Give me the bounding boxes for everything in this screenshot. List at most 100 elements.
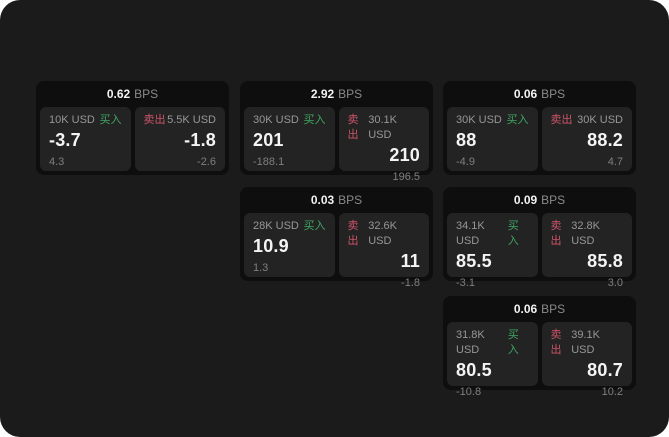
buy-panel[interactable]: 30K USD 买入 201 -188.1 bbox=[244, 107, 335, 171]
buy-panel[interactable]: 34.1K USD 买入 85.5 -3.1 bbox=[447, 213, 538, 289]
buy-panel[interactable]: 10K USD 买入 -3.7 4.3 bbox=[40, 107, 131, 171]
buy-sub-value: 1.3 bbox=[253, 262, 269, 274]
buy-side-label: 买入 bbox=[506, 114, 529, 126]
buy-sub-value: -10.8 bbox=[456, 386, 482, 398]
sell-sub-value: 196.5 bbox=[392, 171, 420, 183]
spread-header: 0.62 BPS bbox=[36, 81, 229, 107]
sell-amount: 39.1K USD bbox=[571, 329, 600, 356]
spread-value: 0.09 bbox=[513, 193, 538, 207]
quote-body: 34.1K USD 买入 85.5 -3.1 卖出 32.8K USD 85.8… bbox=[443, 213, 636, 289]
quote-body: 10K USD 买入 -3.7 4.3 卖出 5.5K USD -1.8 -2.… bbox=[36, 107, 229, 171]
buy-sub-value: -188.1 bbox=[253, 156, 285, 168]
sell-amount: 30K USD bbox=[577, 114, 623, 126]
quote-card-2: 2.92 BPS 30K USD 买入 201 -188.1 卖出 30.1K … bbox=[240, 81, 433, 183]
quote-body: 30K USD 买入 201 -188.1 卖出 30.1K USD 210 1… bbox=[240, 107, 433, 183]
buy-amount: 30K USD bbox=[253, 114, 299, 126]
sell-side-label: 卖出 bbox=[143, 114, 166, 126]
quote-card-3: 0.06 BPS 30K USD 买入 88 -4.9 卖出 30K USD 8… bbox=[443, 81, 636, 175]
quote-card-5: 0.09 BPS 34.1K USD 买入 85.5 -3.1 卖出 32.8K… bbox=[443, 187, 636, 289]
sell-amount: 32.6K USD bbox=[368, 220, 397, 247]
buy-side-label: 买入 bbox=[507, 329, 519, 356]
buy-panel-top: 30K USD 买入 bbox=[253, 113, 326, 128]
buy-panel-top: 34.1K USD 买入 bbox=[456, 219, 529, 249]
sell-panel-top: 卖出 32.6K USD bbox=[348, 219, 421, 249]
sell-panel-top: 卖出 32.8K USD bbox=[551, 219, 624, 249]
spread-unit: BPS bbox=[541, 193, 566, 207]
buy-price: 80.5 bbox=[456, 360, 492, 380]
sell-amount: 32.8K USD bbox=[571, 220, 600, 247]
spread-unit: BPS bbox=[338, 87, 363, 101]
sell-panel[interactable]: 卖出 5.5K USD -1.8 -2.6 bbox=[134, 107, 225, 171]
buy-amount: 28K USD bbox=[253, 220, 299, 232]
buy-amount: 34.1K USD bbox=[456, 220, 485, 247]
sell-panel-top: 卖出 39.1K USD bbox=[551, 328, 624, 358]
buy-panel[interactable]: 28K USD 买入 10.9 1.3 bbox=[244, 213, 335, 277]
spread-header: 2.92 BPS bbox=[240, 81, 433, 107]
sell-amount: 30.1K USD bbox=[368, 114, 397, 141]
sell-sub-value: -1.8 bbox=[401, 277, 420, 289]
spread-value: 0.03 bbox=[310, 193, 335, 207]
spread-unit: BPS bbox=[338, 193, 363, 207]
sell-sub-value: 10.2 bbox=[601, 386, 623, 398]
buy-panel[interactable]: 31.8K USD 买入 80.5 -10.8 bbox=[447, 322, 538, 398]
buy-amount: 10K USD bbox=[49, 114, 95, 126]
sell-panel[interactable]: 卖出 30.1K USD 210 196.5 bbox=[338, 107, 429, 183]
sell-panel-top: 卖出 5.5K USD bbox=[144, 113, 217, 128]
quote-body: 28K USD 买入 10.9 1.3 卖出 32.6K USD 11 -1.8 bbox=[240, 213, 433, 289]
sell-panel-top: 卖出 30.1K USD bbox=[348, 113, 421, 143]
buy-side-label: 买入 bbox=[303, 220, 326, 232]
sell-price: 210 bbox=[389, 145, 420, 165]
sell-sub-value: 3.0 bbox=[607, 277, 623, 289]
buy-price: 85.5 bbox=[456, 251, 492, 271]
buy-side-label: 买入 bbox=[507, 220, 519, 247]
buy-panel-top: 30K USD 买入 bbox=[456, 113, 529, 128]
sell-panel-top: 卖出 30K USD bbox=[551, 113, 624, 128]
buy-sub-value: 4.3 bbox=[49, 156, 65, 168]
sell-panel[interactable]: 卖出 39.1K USD 80.7 10.2 bbox=[541, 322, 632, 398]
quote-body: 31.8K USD 买入 80.5 -10.8 卖出 39.1K USD 80.… bbox=[443, 322, 636, 398]
buy-sub-value: -4.9 bbox=[456, 156, 475, 168]
sell-sub-value: 4.7 bbox=[607, 156, 623, 168]
spread-header: 0.06 BPS bbox=[443, 296, 636, 322]
buy-panel-top: 28K USD 买入 bbox=[253, 219, 326, 234]
spread-header: 0.06 BPS bbox=[443, 81, 636, 107]
buy-price: 201 bbox=[253, 130, 284, 150]
buy-side-label: 买入 bbox=[99, 114, 122, 126]
sell-price: -1.8 bbox=[184, 130, 216, 150]
sell-panel[interactable]: 卖出 32.6K USD 11 -1.8 bbox=[338, 213, 429, 289]
buy-amount: 31.8K USD bbox=[456, 329, 485, 356]
sell-price: 11 bbox=[400, 251, 420, 271]
buy-sub-value: -3.1 bbox=[456, 277, 475, 289]
buy-side-label: 买入 bbox=[303, 114, 326, 126]
quote-card-1: 0.62 BPS 10K USD 买入 -3.7 4.3 卖出 5.5K USD… bbox=[36, 81, 229, 175]
sell-panel[interactable]: 卖出 30K USD 88.2 4.7 bbox=[541, 107, 632, 171]
buy-panel-top: 31.8K USD 买入 bbox=[456, 328, 529, 358]
sell-side-label: 卖出 bbox=[550, 329, 562, 356]
spread-header: 0.03 BPS bbox=[240, 187, 433, 213]
spread-header: 0.09 BPS bbox=[443, 187, 636, 213]
spread-value: 0.06 bbox=[513, 302, 538, 316]
quote-card-4: 0.03 BPS 28K USD 买入 10.9 1.3 卖出 32.6K US… bbox=[240, 187, 433, 289]
buy-panel-top: 10K USD 买入 bbox=[49, 113, 122, 128]
sell-side-label: 卖出 bbox=[347, 220, 359, 247]
sell-side-label: 卖出 bbox=[550, 220, 562, 247]
sell-side-label: 卖出 bbox=[347, 114, 359, 141]
spread-unit: BPS bbox=[134, 87, 159, 101]
spread-unit: BPS bbox=[541, 87, 566, 101]
sell-sub-value: -2.6 bbox=[197, 156, 216, 168]
sell-panel[interactable]: 卖出 32.8K USD 85.8 3.0 bbox=[541, 213, 632, 289]
buy-panel[interactable]: 30K USD 买入 88 -4.9 bbox=[447, 107, 538, 171]
sell-price: 85.8 bbox=[587, 251, 623, 271]
sell-amount: 5.5K USD bbox=[167, 114, 216, 126]
sell-price: 88.2 bbox=[587, 130, 623, 150]
buy-price: -3.7 bbox=[49, 130, 81, 150]
spread-value: 0.06 bbox=[513, 87, 538, 101]
quote-body: 30K USD 买入 88 -4.9 卖出 30K USD 88.2 4.7 bbox=[443, 107, 636, 171]
sell-price: 80.7 bbox=[587, 360, 623, 380]
spread-unit: BPS bbox=[541, 302, 566, 316]
spread-value: 0.62 bbox=[106, 87, 131, 101]
spread-value: 2.92 bbox=[310, 87, 335, 101]
sell-side-label: 卖出 bbox=[550, 114, 573, 126]
buy-price: 88 bbox=[456, 130, 477, 150]
